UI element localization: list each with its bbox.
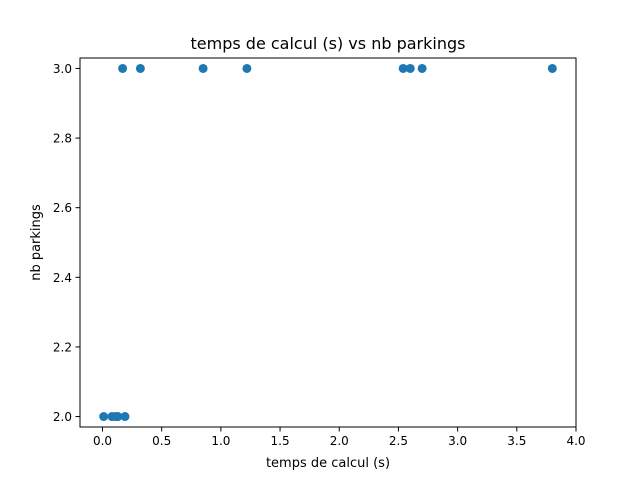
scatter-point	[118, 63, 128, 73]
x-axis-label: temps de calcul (s)	[266, 456, 390, 471]
points-layer	[99, 63, 557, 422]
x-tick-label: 0.5	[152, 434, 171, 448]
y-tick-label: 2.4	[53, 271, 72, 285]
x-tick-label: 1.5	[271, 434, 290, 448]
x-tick-label: 4.0	[566, 434, 585, 448]
x-tick-label: 1.0	[211, 434, 230, 448]
x-tick-label: 2.0	[330, 434, 349, 448]
chart-title: temps de calcul (s) vs nb parkings	[191, 34, 466, 53]
x-tick-label: 3.5	[507, 434, 526, 448]
y-tick-label: 2.0	[53, 410, 72, 424]
y-tick-label: 2.8	[53, 132, 72, 146]
axes-frame	[79, 57, 577, 428]
scatter-point	[120, 412, 130, 422]
ticks-layer: 0.0 0.5 1.0 1.5 2.0 2.5 3.0 3.5 4.0 2.0 2.2 2.4 2.6 2…	[53, 62, 586, 448]
scatter-point	[198, 63, 208, 73]
scatter-point	[398, 63, 408, 73]
scatter-point	[135, 63, 145, 73]
scatter-point	[417, 63, 427, 73]
x-tick-label: 2.5	[389, 434, 408, 448]
scatter-point	[405, 63, 415, 73]
scatter-point	[99, 412, 109, 422]
scatter-point	[547, 63, 557, 73]
y-tick-label: 2.2	[53, 340, 72, 354]
y-axis-label: nb parkings	[29, 204, 44, 281]
y-tick-label: 3.0	[53, 62, 72, 76]
scatter-point	[113, 412, 123, 422]
scatter-point	[242, 63, 252, 73]
x-tick-label: 0.0	[93, 434, 112, 448]
y-tick-label: 2.6	[53, 201, 72, 215]
x-tick-label: 3.0	[448, 434, 467, 448]
